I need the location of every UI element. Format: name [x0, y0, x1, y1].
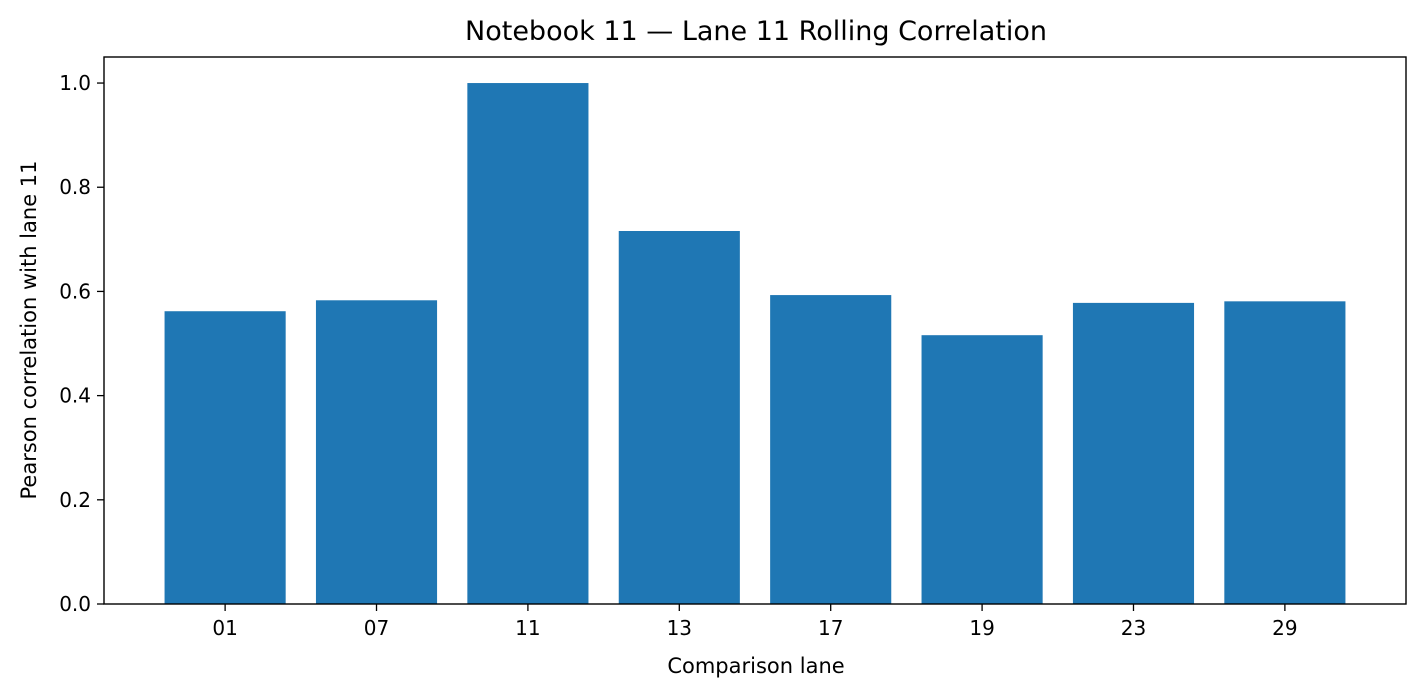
- bars-group: [164, 83, 1346, 605]
- bar-11: [467, 83, 589, 605]
- x-axis-label: Comparison lane: [667, 654, 844, 678]
- bar-07: [315, 300, 438, 604]
- y-tick-label: 0.2: [59, 488, 91, 512]
- chart-title: Notebook 11 — Lane 11 Rolling Correlatio…: [465, 16, 1047, 47]
- bar-19: [921, 335, 1043, 604]
- plot-frame: [103, 56, 1407, 605]
- y-tick-label: 0.8: [59, 175, 91, 199]
- x-tick-label: 19: [969, 616, 994, 640]
- y-axis-label: Pearson correlation with lane 11: [17, 160, 41, 499]
- y-tick-label: 0.4: [59, 384, 91, 408]
- x-tick-label: 29: [1272, 616, 1297, 640]
- y-axis-ticks: 0.0 0.2 0.4 0.6 0.8 1.0: [59, 71, 104, 616]
- x-tick-label: 11: [515, 616, 540, 640]
- y-tick-label: 0.6: [59, 279, 91, 303]
- x-tick-label: 13: [667, 616, 692, 640]
- y-tick-label: 1.0: [59, 71, 91, 95]
- bar-23: [1072, 302, 1195, 604]
- x-tick-label: 07: [364, 616, 389, 640]
- bar-01: [164, 311, 286, 604]
- bar-17: [770, 295, 892, 604]
- bar-29: [1224, 301, 1346, 604]
- y-tick-label: 0.0: [59, 592, 91, 616]
- x-tick-label: 01: [212, 616, 237, 640]
- x-tick-label: 17: [818, 616, 843, 640]
- x-tick-label: 23: [1121, 616, 1146, 640]
- bar-13: [618, 230, 740, 604]
- x-axis-ticks: 01 07 11 13 17 19 23 29: [212, 604, 1298, 640]
